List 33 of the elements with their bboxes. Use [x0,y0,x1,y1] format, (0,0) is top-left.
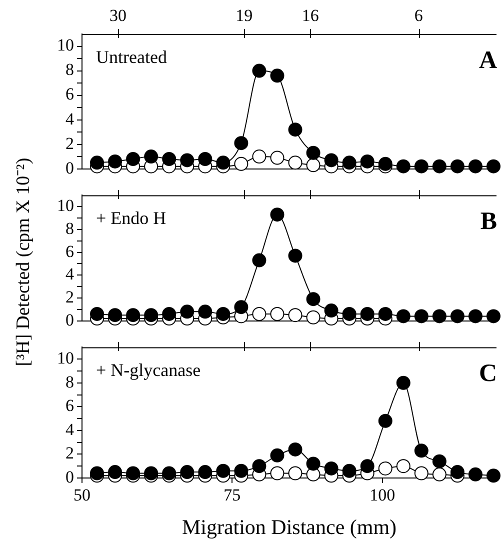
annotation: + N-glycanase [96,360,201,380]
x-tick-label: 50 [74,486,90,505]
text: 30 [110,6,127,25]
y-tick-label: 0 [66,467,74,486]
x-tick-label: 100 [370,486,396,505]
y-tick-label: 8 [66,372,74,392]
text: 6 [414,6,423,25]
annotation: B [480,208,497,236]
y-tick-label: 2 [66,287,74,306]
x-tick-label: 75 [224,486,241,505]
y-tick-label: 2 [66,134,74,153]
text: 19 [236,6,253,25]
y-tick-label: 2 [66,444,74,463]
y-tick-label: 8 [66,60,74,80]
y-tick-label: 8 [66,218,74,238]
y-tick-label: 4 [66,420,74,439]
y-tick-label: 4 [66,109,74,128]
y-tick-label: 10 [57,348,74,368]
text: 16 [302,6,319,25]
y-tick-label: 10 [57,36,74,55]
y-tick-label: 6 [66,396,74,416]
annotation: A [478,47,497,74]
y-tick-label: 6 [66,84,74,104]
y-tick-label: 0 [66,158,74,178]
y-axis-title: [³H] Detected (cpm X 10⁻²) [12,158,35,366]
y-tick-label: 10 [57,196,74,216]
y-tick-label: 0 [66,310,74,330]
y-tick-label: 6 [66,242,74,261]
annotation: Untreated [96,47,167,67]
x-axis-title: Migration Distance (mm) [182,514,397,539]
annotation: C [478,360,497,388]
y-tick-label: 4 [66,264,74,284]
annotation: + Endo H [96,208,166,228]
